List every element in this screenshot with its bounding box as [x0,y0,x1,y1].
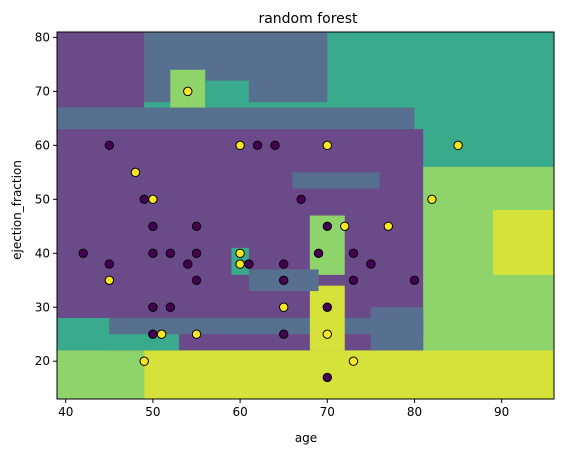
point-class-0 [148,248,158,258]
decision-region [292,172,380,189]
point-class-0 [139,194,149,205]
point-class-1 [183,86,193,97]
point-class-1 [235,259,245,269]
point-class-0 [104,259,115,269]
decision-region [144,350,554,399]
decision-region [57,350,145,399]
point-class-0 [279,275,289,285]
y-axis-label: ejection_fraction [10,160,24,260]
point-class-1 [427,194,437,205]
point-class-0 [313,248,324,258]
point-class-0 [165,302,176,312]
point-class-1 [322,329,332,339]
y-tick-label: 40 [35,246,50,260]
decision-region [205,80,249,108]
decision-region [57,129,424,351]
data-points [78,86,463,383]
point-class-0 [148,302,158,312]
point-class-0 [322,221,332,231]
point-class-0 [322,302,332,312]
decision-region [57,32,145,108]
point-class-1 [279,302,289,312]
point-class-0 [348,248,359,258]
decision-region [492,210,554,275]
point-class-0 [279,329,289,339]
point-class-0 [148,221,158,231]
decision-region [370,307,424,351]
point-class-0 [165,248,176,258]
y-axis: 20 30 40 50 60 70 80 [35,30,57,368]
point-class-1 [453,140,463,151]
point-class-1 [191,329,202,339]
decision-regions [57,32,554,399]
point-class-0 [148,329,158,339]
point-class-1 [139,356,149,366]
point-class-1 [130,167,141,178]
chart-title: random forest [258,11,358,27]
x-axis: 40 50 60 70 80 90 [58,399,509,419]
point-class-0 [296,194,306,205]
y-tick-label: 20 [35,354,50,368]
point-class-0 [322,372,332,383]
point-class-0 [191,248,202,258]
point-class-0 [279,259,289,269]
y-tick-label: 80 [35,30,50,44]
point-class-1 [340,221,350,231]
point-class-1 [235,140,245,151]
x-tick-label: 40 [58,405,73,419]
point-class-0 [348,275,359,285]
point-class-0 [409,275,420,285]
x-tick-label: 60 [232,405,247,419]
point-class-0 [78,248,88,258]
point-class-0 [252,140,263,151]
decision-region [423,166,554,216]
point-class-0 [244,259,254,269]
x-tick-label: 70 [320,405,335,419]
point-class-0 [366,259,376,269]
point-class-1 [383,221,394,231]
y-tick-label: 30 [35,300,50,314]
point-class-0 [191,275,202,285]
point-class-0 [191,221,202,231]
y-tick-label: 70 [35,84,50,98]
point-class-1 [104,275,115,285]
x-tick-label: 50 [145,405,160,419]
x-tick-label: 80 [407,405,422,419]
point-class-1 [148,194,158,205]
decision-region [309,285,345,351]
decision-region [100,334,180,351]
point-class-1 [322,140,332,151]
y-tick-label: 60 [35,138,50,152]
point-class-0 [270,140,280,151]
decision-region [414,107,554,167]
x-axis-label: age [295,431,317,445]
point-class-1 [156,329,167,339]
plot-frame [56,31,555,400]
point-class-0 [104,140,115,151]
point-class-0 [183,259,193,269]
point-class-1 [348,356,359,366]
y-tick-label: 50 [35,192,50,206]
x-tick-label: 90 [494,405,509,419]
point-class-1 [235,248,245,258]
